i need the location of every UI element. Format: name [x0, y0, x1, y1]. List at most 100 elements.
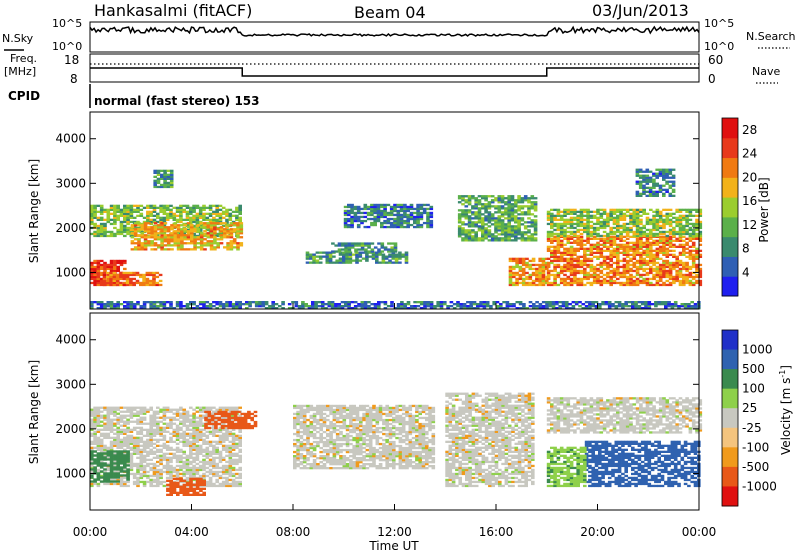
heatmap-cell	[160, 238, 164, 241]
heatmap-cell	[356, 225, 361, 229]
heatmap-cell	[616, 228, 620, 232]
heatmap-cell	[146, 438, 150, 441]
heatmap-cell	[109, 232, 114, 236]
heatmap-cell	[695, 281, 699, 285]
heatmap-cell	[193, 228, 197, 231]
heatmap-cell	[579, 220, 584, 224]
colorbar-swatch	[722, 137, 738, 159]
heatmap-cell	[129, 208, 134, 211]
heatmap-cell	[665, 220, 670, 224]
heatmap-cell	[639, 210, 643, 213]
heatmap-cell	[103, 414, 107, 417]
beam-title: Beam 04	[354, 3, 426, 22]
heatmap-cell	[464, 199, 469, 202]
heatmap-cell	[461, 203, 465, 206]
heatmap-cell	[487, 233, 492, 236]
heatmap-cell	[426, 221, 430, 225]
heatmap-cell	[176, 242, 181, 245]
heatmap-cell	[149, 424, 153, 427]
heatmap-cell	[645, 234, 650, 238]
heatmap-cell	[225, 210, 229, 213]
heatmap-cell	[129, 220, 134, 224]
heatmap-cell	[96, 440, 101, 443]
heatmap-cell	[109, 482, 114, 486]
heatmap-cell	[365, 259, 369, 262]
y-tick-label: 2000	[55, 221, 86, 235]
heatmap-cell	[156, 438, 160, 441]
heatmap-cell	[152, 281, 156, 285]
heatmap-cell	[156, 484, 160, 488]
heatmap-cell	[363, 303, 368, 306]
heatmap-cell	[348, 261, 353, 264]
heatmap-cell	[146, 410, 150, 413]
heatmap-cell	[530, 223, 535, 226]
heatmap-cell	[119, 259, 124, 263]
heatmap-cell	[691, 243, 696, 246]
heatmap-cell	[559, 241, 564, 244]
heatmap-cell	[532, 307, 536, 310]
heatmap-cell	[136, 206, 140, 209]
heatmap-cell	[569, 216, 574, 219]
heatmap-cell	[695, 275, 699, 279]
heatmap-cell	[573, 277, 577, 281]
heatmap-cell	[406, 307, 411, 310]
heatmap-cell	[115, 279, 120, 283]
heatmap-cell	[576, 261, 580, 265]
heatmap-cell	[619, 273, 623, 277]
heatmap-cell	[602, 281, 607, 285]
heatmap-cell	[166, 230, 171, 233]
heatmap-cell	[586, 257, 590, 260]
heatmap-cell	[309, 253, 313, 256]
heatmap-cell	[606, 257, 610, 260]
heatmap-cell	[602, 267, 607, 271]
heatmap-cell	[152, 277, 156, 281]
heatmap-cell	[576, 237, 580, 240]
heatmap-cell	[99, 263, 104, 267]
heatmap-cell	[248, 303, 252, 306]
heatmap-cell	[609, 259, 613, 263]
heatmap-cell	[648, 190, 653, 193]
heatmap-cell	[106, 214, 111, 217]
heatmap-cell	[96, 301, 101, 304]
heatmap-cell	[662, 265, 666, 269]
heatmap-cell	[629, 220, 633, 224]
heatmap-cell	[113, 428, 117, 431]
heatmap-cell	[162, 218, 167, 221]
heatmap-cell	[185, 307, 190, 310]
heatmap-cell	[655, 210, 660, 213]
heatmap-cell	[550, 273, 554, 277]
heatmap-cell	[90, 412, 94, 415]
heatmap-cell	[381, 259, 386, 262]
heatmap-cell	[576, 247, 580, 250]
heatmap-cell	[163, 226, 168, 229]
heatmap-cell	[123, 482, 127, 486]
heatmap-cell	[678, 220, 683, 224]
heatmap-cell	[203, 244, 207, 247]
heatmap-cell	[192, 420, 196, 423]
heatmap-cell	[403, 303, 407, 306]
heatmap-cell	[565, 305, 569, 308]
heatmap-cell	[156, 470, 160, 474]
heatmap-cell	[576, 210, 580, 213]
heatmap-cell	[93, 301, 97, 304]
heatmap-cell	[142, 406, 147, 409]
heatmap-cell	[609, 277, 613, 281]
heatmap-cell	[638, 194, 643, 197]
heatmap-cell	[573, 263, 577, 267]
colorbar-swatch	[722, 157, 738, 178]
heatmap-cell	[142, 450, 147, 453]
heatmap-cell	[508, 269, 513, 273]
heatmap-cell	[90, 232, 94, 236]
heatmap-cell	[159, 210, 163, 213]
heatmap-cell	[143, 228, 148, 231]
heatmap-cell	[215, 301, 219, 304]
heatmap-cell	[179, 416, 183, 419]
heatmap-cell	[123, 261, 127, 265]
heatmap-cell	[632, 241, 637, 244]
heatmap-cell	[461, 215, 465, 218]
heatmap-cell	[172, 452, 177, 455]
heatmap-cell	[662, 245, 666, 248]
heatmap-cell	[648, 180, 653, 183]
heatmap-cell	[342, 251, 346, 254]
heatmap-cell	[383, 303, 388, 306]
